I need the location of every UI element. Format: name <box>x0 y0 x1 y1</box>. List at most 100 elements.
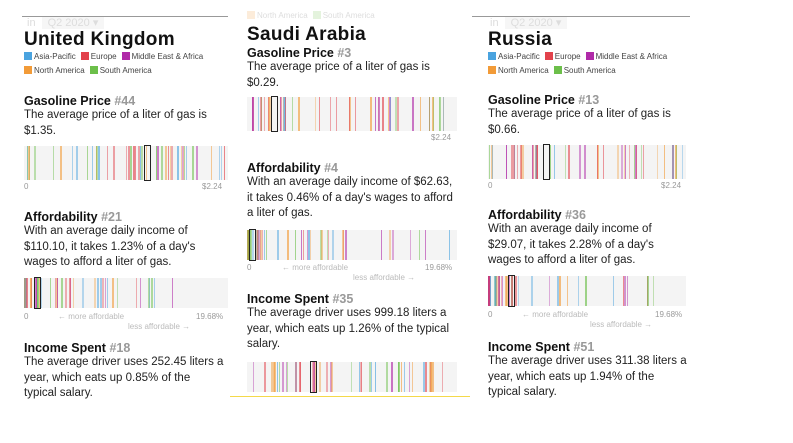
distribution-line <box>192 146 194 180</box>
distribution-line <box>148 278 151 308</box>
distribution-line <box>183 146 186 180</box>
distribution-line <box>98 146 100 180</box>
distribution-line <box>210 146 213 180</box>
distribution-line <box>501 276 504 306</box>
distribution-line <box>263 97 266 131</box>
distribution-line <box>112 278 114 308</box>
gas-strip[interactable] <box>247 96 457 132</box>
gas-strip[interactable] <box>24 145 228 181</box>
distribution-line <box>113 146 115 180</box>
gas-text: The average price of a liter of gas is $… <box>247 61 430 89</box>
distribution-line <box>681 145 684 179</box>
distribution-line <box>386 362 388 392</box>
period-selector[interactable]: in Q2 2020 ▾ <box>27 17 105 29</box>
distribution-line <box>331 362 333 392</box>
legend-swatch <box>312 11 321 19</box>
distribution-line <box>56 278 59 308</box>
axis-max: $2.24 <box>431 133 452 142</box>
period-dropdown[interactable]: Q2 2020 ▾ <box>504 17 568 29</box>
country-marker <box>507 275 515 307</box>
gas-strip[interactable] <box>488 144 686 180</box>
axis-max: $2.24 <box>661 181 682 190</box>
afford-strip[interactable] <box>247 229 457 261</box>
more-affordable-label: ← more affordable <box>282 263 349 272</box>
legend-item: South America <box>553 64 616 78</box>
distribution-line <box>635 145 637 179</box>
afford-heading: Affordability #21 <box>24 210 122 224</box>
distribution-line <box>369 362 371 392</box>
distribution-line <box>516 145 519 179</box>
period-selector[interactable]: in Q2 2020 ▾ <box>490 17 568 29</box>
afford-strip[interactable] <box>24 277 228 309</box>
distribution-line <box>360 362 363 392</box>
distribution-line <box>267 97 270 131</box>
distribution-line <box>282 97 285 131</box>
distribution-line <box>498 276 500 306</box>
distribution-line <box>128 146 130 180</box>
axis-min: 0 <box>488 181 493 190</box>
rank: #35 <box>332 292 354 306</box>
rank: #3 <box>337 46 352 60</box>
rank: #21 <box>101 210 122 224</box>
rank: #4 <box>324 161 338 175</box>
distribution-line <box>69 278 71 308</box>
distribution-line <box>257 97 260 131</box>
distribution-line <box>283 97 285 131</box>
distribution-line <box>247 230 249 260</box>
distribution-line <box>302 230 305 260</box>
legend-item: North America <box>24 64 85 78</box>
distribution-line <box>299 362 301 392</box>
distribution-line <box>69 278 72 308</box>
distribution-line <box>520 145 523 179</box>
distribution-line <box>30 278 33 308</box>
distribution-line <box>621 145 623 179</box>
distribution-line <box>102 278 104 308</box>
distribution-line <box>35 278 37 308</box>
distribution-line <box>285 362 288 392</box>
heading-text: Gasoline Price <box>488 93 575 107</box>
country-marker <box>248 229 256 261</box>
legend-label: North America <box>257 11 308 20</box>
legend-item: Middle East & Africa <box>121 50 203 64</box>
country-marker <box>543 144 551 180</box>
distribution-line <box>252 362 255 392</box>
distribution-line <box>180 146 182 180</box>
distribution-line <box>220 146 223 180</box>
distribution-line <box>491 145 493 179</box>
distribution-line <box>425 362 427 392</box>
income-heading: Income Spent #18 <box>24 341 130 355</box>
distribution-line <box>247 230 249 260</box>
period-dropdown[interactable]: Q2 2020 ▾ <box>41 17 105 29</box>
distribution-line <box>130 146 132 180</box>
gas-heading: Gasoline Price #44 <box>24 94 135 108</box>
distribution-line <box>171 278 174 308</box>
heading-text: Gasoline Price <box>24 94 111 108</box>
distribution-line <box>30 278 32 308</box>
distribution-line <box>278 362 281 392</box>
distribution-line <box>531 276 533 306</box>
distribution-line <box>494 276 496 306</box>
distribution-line <box>332 230 334 260</box>
distribution-line <box>596 145 599 179</box>
distribution-line <box>274 362 276 392</box>
heading-text: Income Spent <box>488 340 570 354</box>
distribution-line <box>398 362 400 392</box>
distribution-line <box>517 276 520 306</box>
afford-strip[interactable] <box>488 275 686 307</box>
distribution-line <box>429 362 432 392</box>
distribution-line <box>622 276 625 306</box>
distribution-line <box>505 276 507 306</box>
distribution-line <box>263 230 266 260</box>
country-marker <box>33 277 41 309</box>
distribution-line <box>223 146 226 180</box>
distribution-line <box>442 97 445 131</box>
legend-item: South America <box>89 64 152 78</box>
distribution-line <box>448 230 451 260</box>
distribution-line <box>171 146 173 180</box>
legend-item: North America <box>247 9 308 23</box>
distribution-line <box>97 278 99 308</box>
distribution-line <box>327 230 330 260</box>
more-affordable-label: ← more affordable <box>58 312 125 321</box>
distribution-line <box>370 362 373 392</box>
income-strip[interactable] <box>247 361 457 393</box>
